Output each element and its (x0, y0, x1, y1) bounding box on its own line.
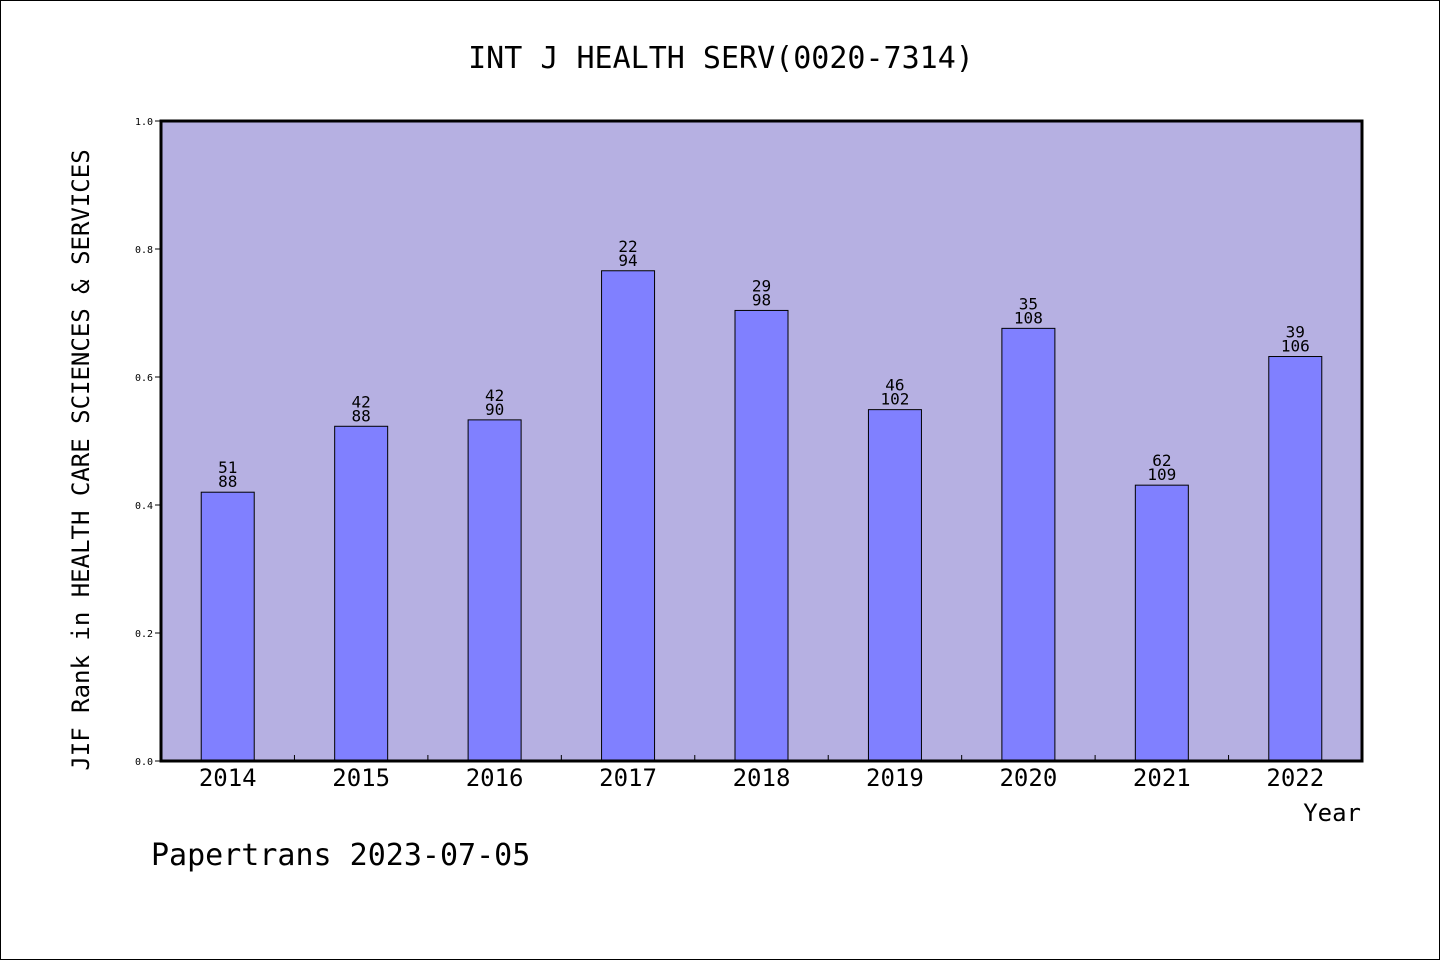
bar (867, 409, 922, 762)
x-tick-label: 2014 (199, 764, 257, 792)
chart-title: INT J HEALTH SERV(0020-7314) (468, 41, 974, 76)
bar (601, 270, 656, 762)
bar-rank-label: 29 (752, 276, 771, 295)
bar-total-label: 94 (618, 251, 637, 270)
x-axis-label: Year (1303, 799, 1361, 827)
bar-rank-label: 51 (218, 458, 237, 477)
bar-total-label: 109 (1147, 465, 1176, 484)
bar-rank-label: 35 (1019, 294, 1038, 313)
x-tick-label: 2019 (866, 764, 924, 792)
x-tick-label: 2022 (1266, 764, 1324, 792)
bar-total-label: 108 (1014, 308, 1043, 327)
y-axis-label: JIF Rank in HEALTH CARE SCIENCES & SERVI… (67, 149, 95, 770)
bar (200, 491, 255, 762)
bar-total-label: 98 (752, 290, 771, 309)
y-tick-label: 0.8 (135, 245, 153, 256)
y-tick-label: 1.0 (135, 117, 153, 128)
y-tick-label: 0.2 (135, 629, 153, 640)
footer-text: Papertrans 2023-07-05 (151, 838, 530, 873)
x-tick-label: 2015 (332, 764, 390, 792)
bar-rank-label: 46 (885, 376, 904, 395)
bar-rank-label: 22 (618, 237, 637, 256)
bar-rank-label: 39 (1286, 323, 1305, 342)
bar-total-label: 88 (352, 406, 371, 425)
bar (1134, 484, 1189, 762)
x-tick-label: 2018 (733, 764, 791, 792)
y-tick-label: 0.0 (135, 757, 153, 768)
bar-total-label: 90 (485, 400, 504, 419)
bar-total-label: 102 (880, 390, 909, 409)
bar (334, 425, 389, 762)
bar (467, 419, 522, 762)
x-tick-label: 2020 (999, 764, 1057, 792)
y-tick-label: 0.6 (135, 373, 153, 384)
bar (1268, 356, 1323, 762)
plot-frame (159, 119, 1364, 763)
bar-rank-label: 42 (485, 386, 504, 405)
y-tick-label: 0.4 (135, 501, 153, 512)
bar-rank-label: 62 (1152, 451, 1171, 470)
bar-total-label: 106 (1281, 337, 1310, 356)
bar (1001, 327, 1056, 762)
bar-rank-label: 42 (352, 392, 371, 411)
bar (734, 309, 789, 762)
x-tick-label: 2021 (1133, 764, 1191, 792)
x-tick-label: 2016 (466, 764, 524, 792)
x-tick-label: 2017 (599, 764, 657, 792)
bar-total-label: 88 (218, 472, 237, 491)
